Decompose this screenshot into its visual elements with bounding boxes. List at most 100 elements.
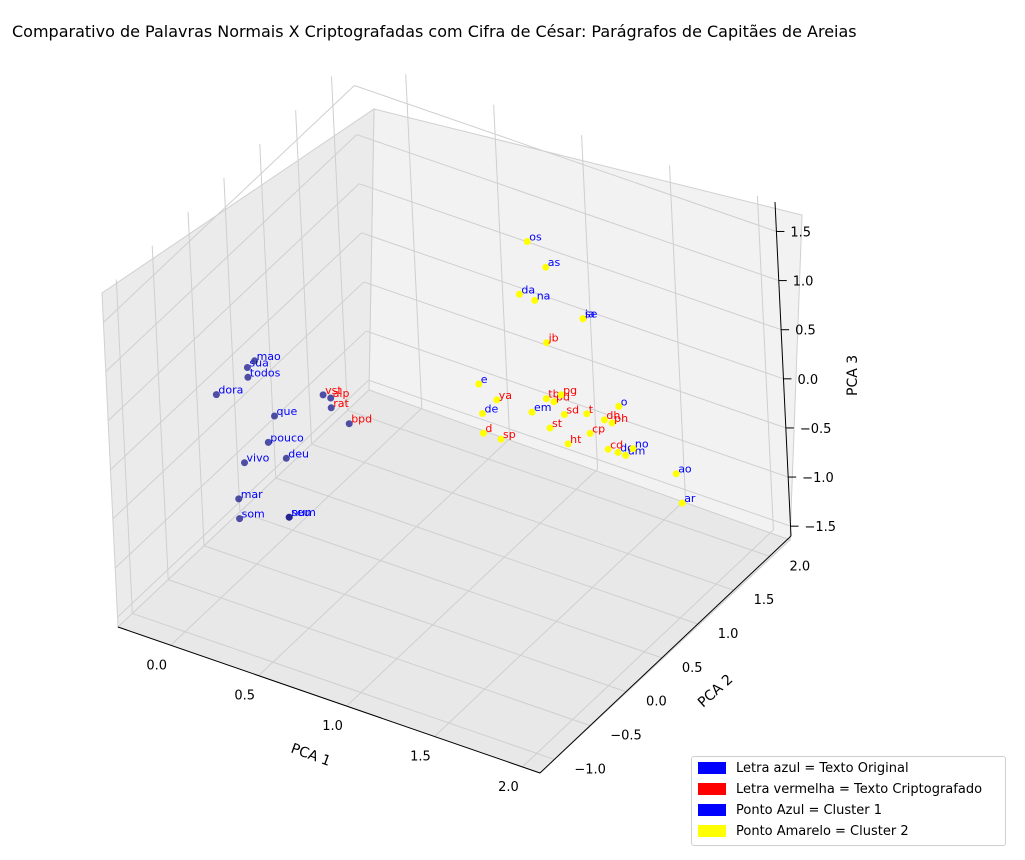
legend-label-cluster-2: Ponto Amarelo = Cluster 2 [736,823,909,839]
point-label: o [621,395,628,408]
x-gridline-wall [669,165,686,500]
point-label: ph [614,412,628,425]
data-point [243,364,251,371]
data-point [235,495,243,503]
x-gridline-wall [756,195,774,530]
point-label: ya [499,389,512,402]
z-gridline-back [366,330,789,478]
x-gridline-wall [493,104,511,439]
x-gridline-floor [258,438,511,677]
x-gridline-floor [522,529,774,768]
legend-label-original-text: Letra azul = Texto Original [736,760,909,776]
data-point [583,410,591,418]
axes-lines [117,201,792,774]
point-label: pg [563,384,577,397]
x-gridline-floor [346,468,598,707]
data-points: danaosasjaseedeemdoumnooaoaryadsptbpdpgs… [212,231,696,523]
data-point [546,424,554,432]
y-gridline-wall [223,177,241,512]
point-label: pouco [270,431,304,444]
point-label: som [242,508,265,521]
chart-title: Comparativo de Palavras Normais X Cripto… [12,22,857,41]
z-gridline-left [117,379,369,618]
y-tick-label: 0.5 [682,661,703,676]
data-point [600,416,608,424]
x-gridline-floor [170,407,423,646]
tick-labels: 0.0 0.5 1.0 1.5 2.0 −1.0 −0.5 0.0 0.5 1.0 1.5 2.0 −1… [146,225,836,794]
data-point [531,296,539,304]
y-gridline-wall [259,144,277,479]
point-label: cp [592,422,605,435]
data-point [615,402,623,410]
data-point [251,357,259,365]
data-point [285,513,293,521]
point-label: bpd [351,413,372,426]
data-point [515,290,523,298]
data-point [479,410,486,417]
point-label: ja [584,308,595,321]
point-label: jb [548,332,559,345]
point-label: dh [606,409,620,422]
data-point [564,440,572,448]
y-gridline-wall [295,110,313,445]
point-label: de [485,403,499,416]
z-gridline-left [105,134,358,372]
point-label: alp [333,387,350,400]
data-point [282,454,290,462]
point-label: num [291,506,316,519]
y-tick-label: −1.0 [574,762,606,777]
data-point [271,412,278,420]
data-point [542,395,550,403]
point-label: rat [333,397,349,410]
y-axis-label: PCA 2 [695,672,736,711]
data-point [608,419,616,427]
data-point [586,429,594,437]
z-gridline-left [103,85,355,323]
data-point [212,391,220,399]
data-point [264,438,272,446]
point-label: se [585,308,598,321]
data-point [614,448,622,456]
point-label: st [552,417,563,430]
legend-label-cluster-1: Ponto Azul = Cluster 1 [736,802,883,818]
data-point [327,394,335,402]
point-label: vst [325,384,342,397]
y-gridline-wall [187,211,205,546]
data-point [629,445,637,453]
x-gridline-wall [581,135,599,470]
z-gridline-back [363,281,786,429]
z-gridline-back [354,84,777,232]
legend-swatch-original-text [698,762,726,774]
point-label: mar [241,488,263,501]
x-gridline-wall [405,74,423,409]
data-point [678,499,686,507]
data-point [241,459,248,467]
z-gridline-left [112,281,365,520]
z-tick-label: −1.5 [805,520,837,535]
y-gridline-floor [132,612,555,760]
z-gridline-left [114,330,367,569]
x-tick-label: 0.5 [234,689,255,704]
legend-item-original-text: Letra azul = Texto Original [698,759,909,777]
z-gridline-left [110,232,362,471]
z-tick-label: 0.0 [797,373,818,388]
data-point [604,445,612,453]
data-point [244,373,252,381]
point-label: sp [503,428,516,441]
x-tick-label: 1.0 [322,719,343,734]
y-gridline-floor [239,511,663,659]
point-label: tb [548,388,559,401]
y-axis-line [539,535,792,774]
data-point [236,515,244,523]
y-tick-label: 1.0 [718,627,739,642]
legend-item-cluster-2: Ponto Amarelo = Cluster 2 [698,822,909,840]
z-tick-label: 1.5 [790,225,811,240]
z-axis-label: PCA 3 [845,355,861,396]
legend-label-crypt-text: Letra vermelha = Texto Criptografado [736,781,983,797]
y-gridline-floor [311,443,734,591]
data-point [579,315,587,323]
point-label: vivo [247,452,270,465]
legend-swatch-crypt-text [698,783,726,795]
legend-item-crypt-text: Letra vermelha = Texto Criptografado [698,780,982,798]
